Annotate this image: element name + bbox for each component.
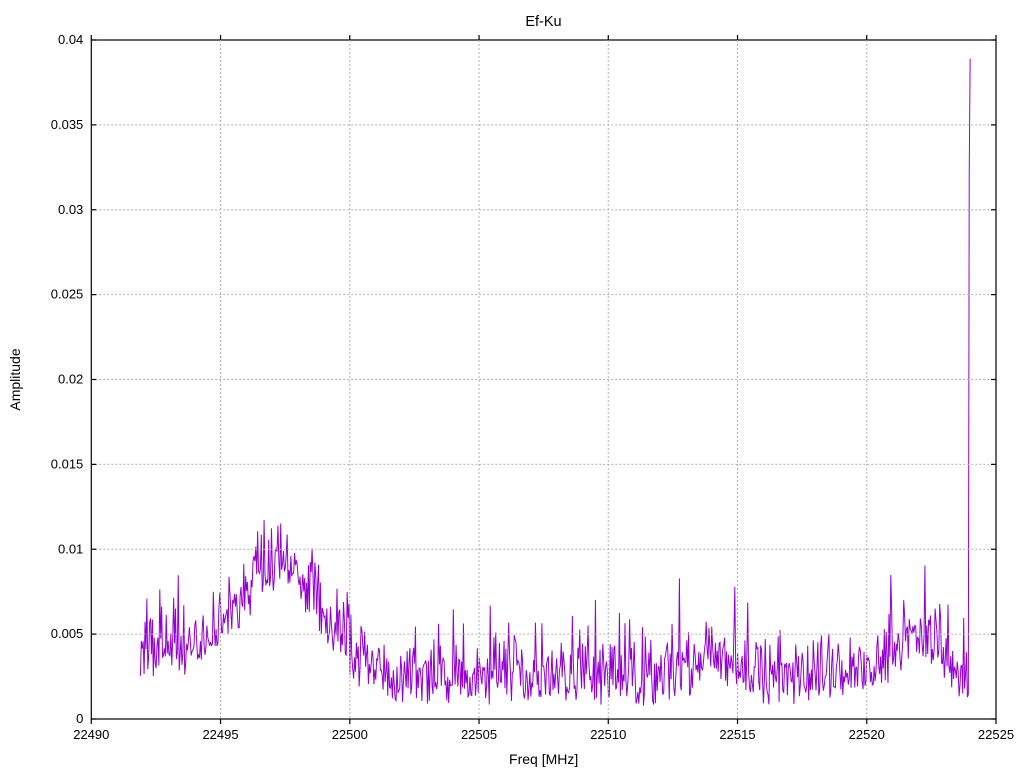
svg-text:Amplitude: Amplitude (7, 348, 23, 410)
svg-text:0.035: 0.035 (51, 117, 84, 132)
svg-text:Freq [MHz]: Freq [MHz] (509, 751, 578, 767)
svg-text:0.015: 0.015 (51, 456, 84, 471)
svg-text:22500: 22500 (332, 727, 368, 742)
svg-text:0: 0 (76, 711, 83, 726)
svg-text:0.02: 0.02 (58, 372, 83, 387)
svg-text:22515: 22515 (719, 727, 755, 742)
svg-text:0.005: 0.005 (51, 626, 84, 641)
svg-text:0.04: 0.04 (58, 32, 83, 47)
svg-text:22505: 22505 (461, 727, 497, 742)
svg-text:22490: 22490 (73, 727, 109, 742)
svg-text:0.01: 0.01 (58, 541, 83, 556)
svg-text:22495: 22495 (202, 727, 238, 742)
svg-text:22510: 22510 (590, 727, 626, 742)
svg-text:22525: 22525 (978, 727, 1014, 742)
svg-text:0.025: 0.025 (51, 287, 84, 302)
svg-text:0.03: 0.03 (58, 202, 83, 217)
svg-text:22520: 22520 (849, 727, 885, 742)
